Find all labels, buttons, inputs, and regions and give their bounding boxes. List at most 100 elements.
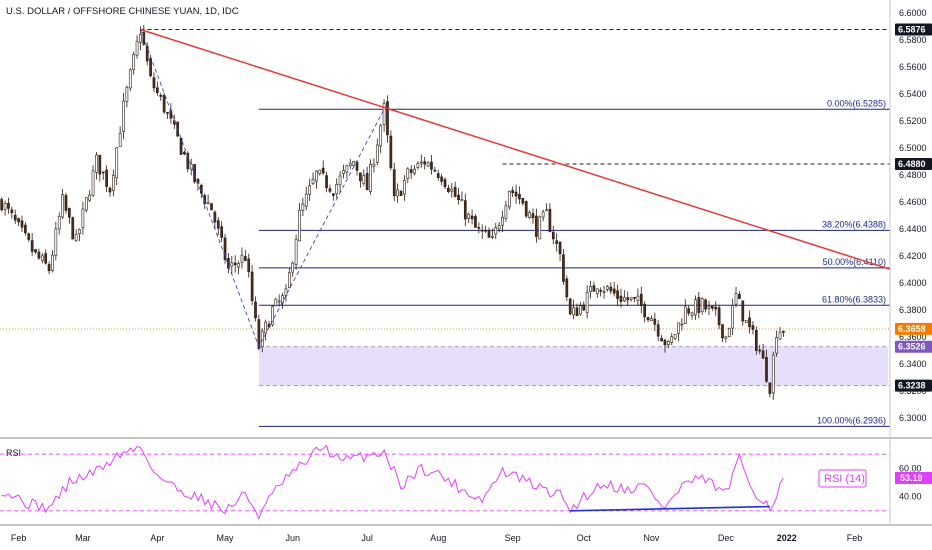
candle-body: [491, 236, 494, 238]
y-tick-label: 6.5600: [899, 62, 927, 72]
candle-body: [135, 40, 139, 56]
candle-body: [338, 175, 342, 186]
candle-body: [57, 216, 61, 230]
candle-body: [95, 154, 98, 173]
y-tick-label: 6.3400: [899, 359, 927, 369]
candle-body: [616, 290, 619, 299]
candle-body: [765, 357, 768, 382]
candle-body: [677, 322, 680, 334]
candle-body: [139, 34, 142, 43]
candle-body: [474, 216, 477, 228]
candle-body: [145, 45, 149, 62]
candle-body: [379, 125, 383, 147]
candle-body: [162, 94, 166, 113]
price-badge-label: 6.3658: [898, 324, 926, 334]
candle-body: [656, 324, 660, 337]
rsi-value-label: 53.19: [900, 473, 923, 483]
y-tick-label: 6.4600: [899, 197, 927, 207]
x-tick-label: 2022: [777, 533, 797, 543]
candle-body: [457, 194, 460, 201]
candle-body: [203, 195, 207, 205]
candle-body: [294, 239, 298, 265]
candle-body: [389, 135, 393, 169]
y-tick-label: 6.5400: [899, 89, 927, 99]
candle-body: [687, 308, 690, 314]
candle-body: [653, 318, 657, 325]
candle-body: [128, 69, 132, 89]
candle-body: [690, 312, 694, 316]
candle-body: [731, 305, 734, 329]
candle-body: [683, 306, 687, 324]
candle-body: [54, 228, 58, 256]
candle-body: [453, 186, 457, 197]
candle-body: [71, 217, 75, 240]
candle-body: [406, 168, 410, 179]
candle-body: [704, 299, 707, 310]
x-tick-label: Apr: [150, 533, 164, 543]
fib-level-label: 100.00%(6.2936): [817, 415, 886, 425]
candle-body: [37, 251, 41, 259]
candle-body: [115, 147, 119, 179]
candle-body: [426, 162, 430, 167]
candle-body: [311, 178, 315, 184]
support-zone: [258, 346, 889, 386]
candle-body: [382, 102, 386, 126]
candle-body: [568, 298, 572, 315]
candle-body: [562, 254, 565, 282]
candle-body: [724, 336, 728, 339]
candle-body: [579, 305, 582, 315]
candle-body: [345, 165, 349, 173]
x-tick-label: Oct: [577, 533, 592, 543]
rsi-panel: 60.00 40.00 RSI RSI (14) 53.19: [0, 444, 932, 521]
price-badge-label: 6.3238: [898, 381, 926, 391]
price-badge: [895, 157, 932, 170]
candle-body: [572, 307, 575, 316]
y-tick-label: 6.4400: [899, 224, 927, 234]
candle-body: [650, 318, 653, 322]
candle-body: [558, 241, 562, 255]
candle-body: [365, 173, 369, 191]
candle-body: [355, 161, 359, 171]
candle-body: [352, 161, 355, 166]
candle-body: [700, 298, 704, 312]
candle-body: [156, 87, 159, 94]
x-tick-label: Nov: [643, 533, 660, 543]
fib-level-label: 38.20%(6.4388): [822, 219, 886, 229]
candle-body: [149, 58, 152, 77]
candle-body: [511, 190, 515, 194]
candle-body: [575, 307, 579, 317]
candle-body: [504, 205, 508, 219]
candle-body: [754, 330, 758, 351]
support-zone-layer: [258, 346, 890, 387]
candle-body: [88, 194, 92, 201]
rsi-legend-box: [818, 469, 867, 488]
candle-body: [362, 175, 366, 184]
rsi-tick-label: 40.00: [899, 492, 922, 502]
candle-body: [247, 258, 251, 273]
candle-body: [626, 297, 630, 301]
y-tick-label: 6.4200: [899, 251, 927, 261]
candle-body: [480, 229, 484, 232]
candle-body: [61, 194, 64, 218]
candle-body: [284, 288, 288, 296]
candle-body: [271, 306, 274, 326]
candle-body: [487, 230, 491, 238]
candle-body: [40, 255, 44, 261]
candle-body: [771, 354, 775, 394]
candle-body: [629, 297, 633, 300]
y-tick-label: 6.3600: [899, 332, 927, 342]
candle-body: [646, 317, 650, 321]
candle-body: [81, 208, 85, 228]
candle-body: [369, 164, 372, 192]
candle-body: [565, 278, 569, 298]
candle-body: [240, 254, 244, 263]
fib-level-label: 61.80%(6.3833): [822, 294, 886, 304]
candle-body: [7, 202, 10, 209]
candle-body: [409, 169, 413, 174]
candle-body: [541, 211, 545, 218]
candle-body: [233, 262, 237, 266]
candle-body: [13, 214, 17, 221]
candle-body: [751, 325, 755, 330]
candle-body: [758, 349, 762, 352]
